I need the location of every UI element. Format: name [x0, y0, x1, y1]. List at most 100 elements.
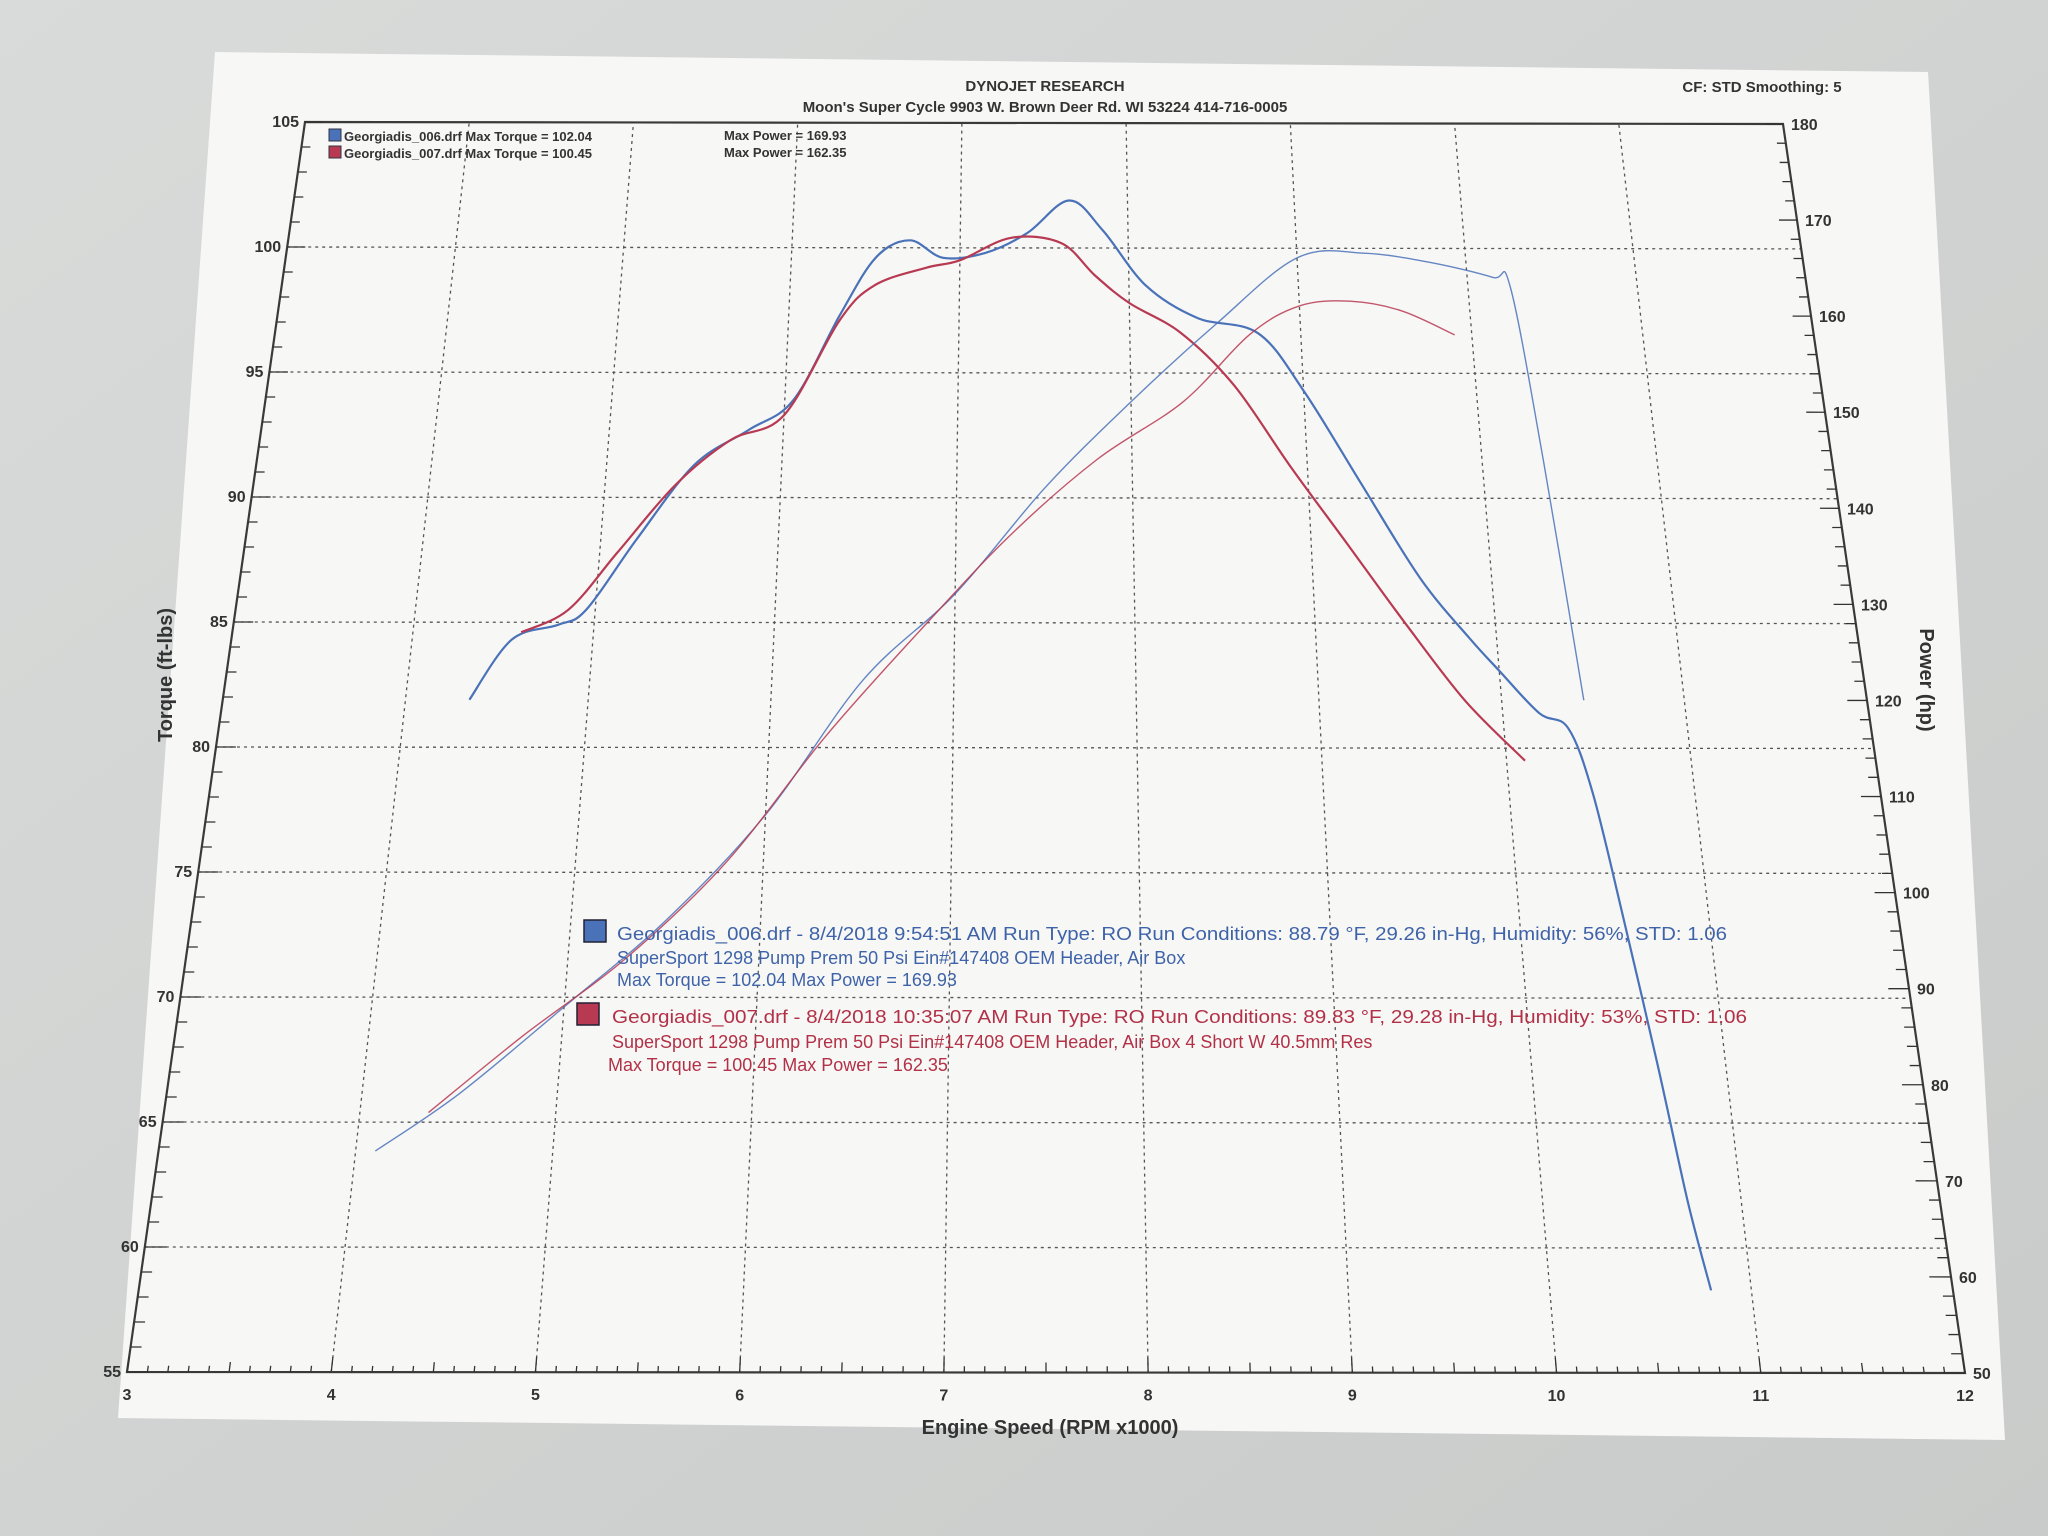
- legend-top-file-006: Georgiadis_006.drf Max Torque = 102.04: [344, 129, 593, 144]
- x-tick-label: 7: [939, 1387, 948, 1404]
- grid-hline: [287, 246, 1802, 250]
- grid-vline: [1125, 123, 1149, 1373]
- x-tick: [146, 1365, 149, 1373]
- x-tick: [269, 1365, 272, 1373]
- y-right-tick-label: 150: [1833, 405, 1860, 422]
- run-007-line1: Georgiadis_007.drf - 8/4/2018 10:35:07 A…: [612, 1007, 1747, 1028]
- y-right-tick-label: 180: [1791, 117, 1818, 134]
- series-006-torque-line: [468, 199, 1713, 1291]
- y-left-tick-label: 85: [210, 614, 228, 631]
- run-annotation-007: Georgiadis_007.drf - 8/4/2018 10:35:07 A…: [576, 1002, 1747, 1075]
- header-shop: Moon's Super Cycle 9903 W. Brown Deer Rd…: [803, 99, 1288, 116]
- legend-swatch-006: [328, 128, 342, 142]
- header-settings: CF: STD Smoothing: 5: [1682, 79, 1841, 96]
- y-right-tick-label: 160: [1819, 309, 1846, 326]
- x-tick: [1554, 1357, 1558, 1373]
- grid-hline: [198, 871, 1893, 875]
- x-axis-title: Engine Speed (RPM x1000): [922, 1417, 1179, 1439]
- x-tick: [1718, 1366, 1721, 1373]
- x-tick: [1841, 1366, 1844, 1374]
- x-tick: [1350, 1357, 1353, 1373]
- x-tick-label: 12: [1956, 1388, 1974, 1405]
- x-tick: [208, 1365, 211, 1373]
- run-006-line3: Max Torque = 102.04 Max Power = 169.93: [617, 970, 957, 990]
- x-tick: [126, 1356, 130, 1373]
- x-tick: [1800, 1366, 1803, 1373]
- y-right-tick-label: 130: [1861, 597, 1888, 614]
- legend-top-power-006: Max Power = 169.93: [724, 128, 847, 143]
- y-left-tick-label: 100: [254, 239, 281, 256]
- x-tick: [1453, 1362, 1456, 1373]
- y-left-tick-label: 65: [139, 1114, 157, 1131]
- y-left-tick-label: 90: [228, 489, 246, 506]
- x-tick: [473, 1365, 476, 1373]
- y-left-tick-label: 75: [174, 864, 192, 881]
- grid-hline: [251, 496, 1838, 500]
- y-right-tick-label: 100: [1903, 886, 1930, 903]
- series-007-torque-line: [520, 235, 1526, 762]
- x-tick: [350, 1365, 353, 1373]
- x-tick: [432, 1362, 435, 1373]
- y-left-tick-label: 95: [246, 364, 264, 381]
- x-tick: [1881, 1366, 1884, 1374]
- x-tick: [167, 1365, 170, 1373]
- paper-sheet: [118, 52, 2005, 1440]
- x-tick-label: 6: [735, 1387, 744, 1404]
- grid-layer: [144, 122, 1947, 1373]
- y-left-tick-label: 80: [192, 739, 210, 756]
- legend-top-power-007: Max Power = 162.35: [724, 145, 847, 160]
- header-company: DYNOJET RESEARCH: [965, 78, 1124, 95]
- x-tick: [1860, 1362, 1864, 1374]
- grid-vline: [1289, 123, 1353, 1373]
- y-right-tick-label: 80: [1931, 1078, 1949, 1095]
- x-tick: [248, 1365, 251, 1373]
- legend-swatch-007: [328, 145, 342, 159]
- x-tick: [1962, 1357, 1966, 1374]
- grid-vline: [534, 122, 635, 1373]
- legend-top: Georgiadis_006.drf Max Torque = 102.04 M…: [328, 128, 847, 161]
- x-tick: [289, 1365, 292, 1373]
- x-tick-label: 4: [327, 1387, 336, 1404]
- x-tick: [1739, 1366, 1742, 1373]
- x-tick: [493, 1365, 496, 1373]
- y-right-axis-title: Power (hp): [1915, 628, 1937, 731]
- x-tick-label: 3: [123, 1387, 132, 1404]
- series-006-power-line: [374, 250, 1585, 1152]
- series-007-power-line: [428, 300, 1455, 1114]
- y-right-tick-label: 70: [1945, 1174, 1963, 1191]
- x-tick: [371, 1365, 374, 1373]
- grid-hline: [180, 996, 1911, 999]
- x-tick: [1575, 1366, 1578, 1373]
- x-tick: [1820, 1366, 1823, 1374]
- x-tick-label: 10: [1548, 1388, 1566, 1405]
- run-annotation-006: Georgiadis_006.drf - 8/4/2018 9:54:51 AM…: [583, 919, 1727, 990]
- x-tick-label: 8: [1144, 1388, 1153, 1405]
- grid-vline: [1453, 123, 1558, 1373]
- x-tick: [1902, 1366, 1905, 1374]
- y-right-tick-label: 170: [1805, 213, 1832, 230]
- x-tick-label: 9: [1348, 1388, 1357, 1405]
- x-tick: [187, 1365, 190, 1373]
- y-left-tick-label: 55: [103, 1364, 121, 1381]
- grid-hline: [162, 1121, 1929, 1124]
- x-tick: [391, 1365, 394, 1373]
- x-tick: [1637, 1366, 1639, 1373]
- series-layer: [374, 199, 1713, 1291]
- x-tick: [330, 1357, 334, 1373]
- run-swatch-006: [583, 919, 607, 943]
- run-swatch-007: [576, 1002, 600, 1026]
- x-tick: [1779, 1366, 1782, 1373]
- x-tick-label: 11: [1752, 1388, 1769, 1405]
- x-tick: [514, 1365, 517, 1373]
- x-tick: [1596, 1366, 1599, 1373]
- x-tick: [739, 1357, 742, 1373]
- grid-vline: [739, 122, 799, 1373]
- axes-layer: 3 4 5 6 7 8 9 10 11 12 55 60 65 70 75 80 85 90 95 100 105 50 6…: [103, 114, 1991, 1405]
- legend-top-file-007: Georgiadis_007.drf Max Torque = 100.45: [344, 146, 592, 161]
- grid-hline: [215, 746, 1875, 750]
- x-tick: [1943, 1366, 1946, 1374]
- x-tick: [1698, 1366, 1701, 1373]
- y-right-tick-label: 90: [1917, 982, 1935, 999]
- run-006-line1: Georgiadis_006.drf - 8/4/2018 9:54:51 AM…: [617, 924, 1727, 945]
